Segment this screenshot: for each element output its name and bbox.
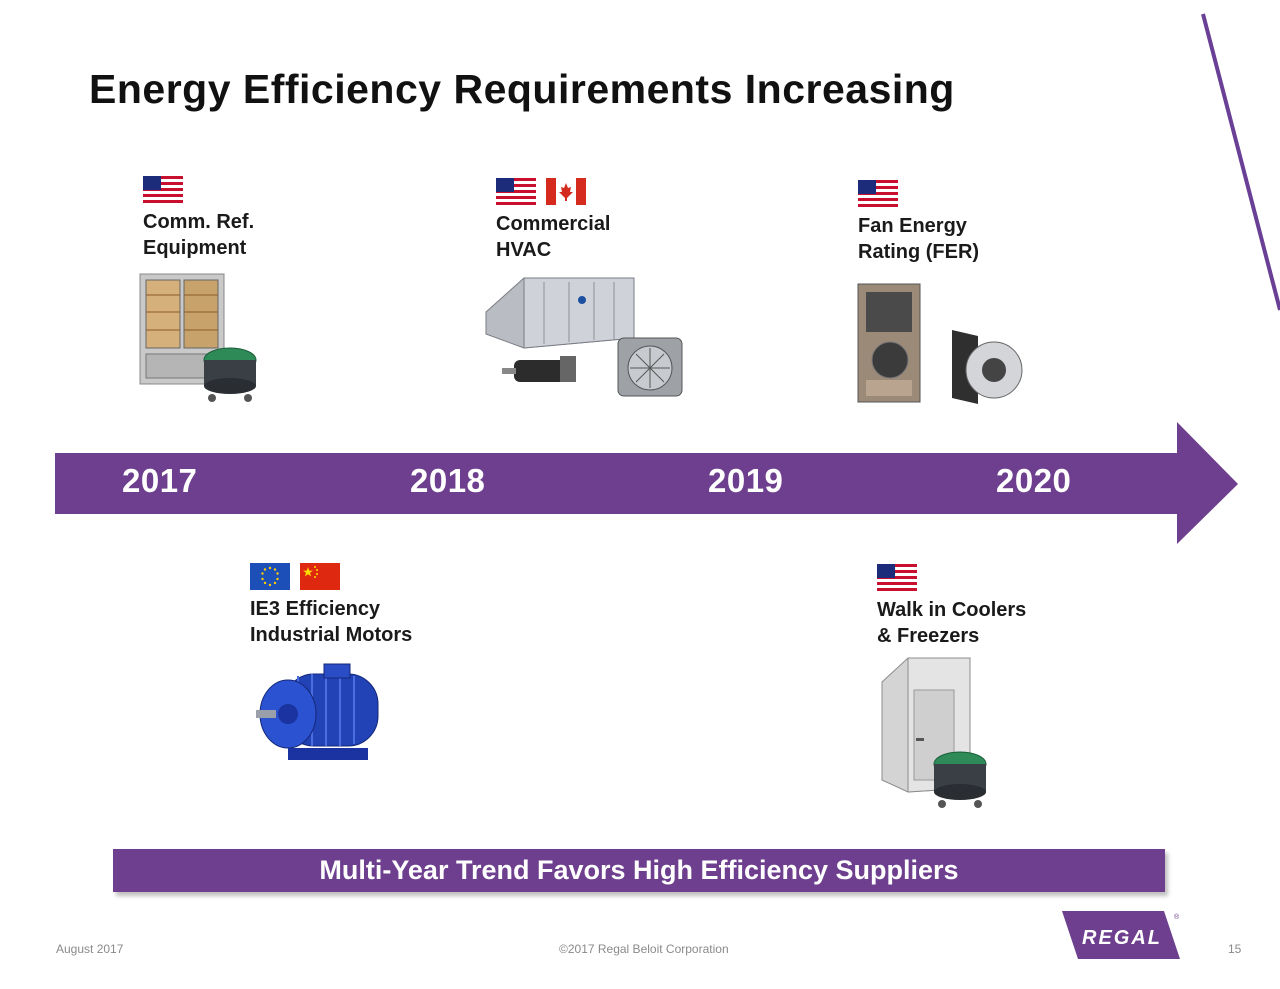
year-label-2018: 2018: [410, 462, 486, 499]
item-label: Fan Energy Rating (FER): [858, 215, 980, 263]
footer-copyright: ©2017 Regal Beloit Corporation: [559, 942, 729, 956]
walk-in-cooler-image: [881, 657, 987, 808]
item-ie3-efficiency: IE3 Efficiency Industrial Motors: [250, 563, 412, 648]
industrial-motor-image: [256, 663, 379, 760]
item-fan-energy-rating: Fan Energy Rating (FER): [858, 180, 979, 265]
logo-text: REGAL: [1082, 927, 1162, 949]
eu-flag-icon: [250, 563, 290, 590]
us-flag-icon: [858, 180, 898, 207]
item-walk-in-coolers: Walk in Coolers & Freezers: [877, 564, 1026, 649]
item-label: IE3 Efficiency Industrial Motors: [250, 598, 413, 646]
item-commercial-hvac: Commercial HVAC: [496, 178, 611, 263]
year-label-2020: 2020: [996, 462, 1072, 499]
item-label: Comm. Ref. Equipment: [143, 211, 255, 259]
furnace-fan-image: [857, 283, 1023, 404]
svg-text:®: ®: [1174, 913, 1180, 921]
footer-date: August 2017: [56, 942, 124, 956]
item-comm-ref-equipment: Comm. Ref. Equipment: [143, 176, 254, 261]
us-flag-icon: [496, 178, 536, 205]
item-label: Walk in Coolers & Freezers: [877, 599, 1027, 647]
us-flag-icon: [877, 564, 917, 591]
timeline-arrow: [55, 422, 1238, 544]
commercial-refrigerator-image: [139, 273, 257, 402]
us-flag-icon: [143, 176, 183, 203]
canada-flag-icon: [546, 178, 586, 205]
slide-title: Energy Efficiency Requirements Increasin…: [89, 66, 955, 112]
trend-banner: Multi-Year Trend Favors High Efficiency …: [113, 849, 1165, 892]
page-number: 15: [1228, 942, 1242, 956]
banner-text: Multi-Year Trend Favors High Efficiency …: [319, 855, 959, 885]
item-label: Commercial HVAC: [496, 213, 611, 261]
year-label-2019: 2019: [708, 462, 784, 499]
regal-logo: REGAL ®: [1062, 911, 1180, 959]
hvac-unit-image: [485, 277, 683, 397]
year-label-2017: 2017: [122, 462, 198, 499]
china-flag-icon: [300, 563, 340, 590]
